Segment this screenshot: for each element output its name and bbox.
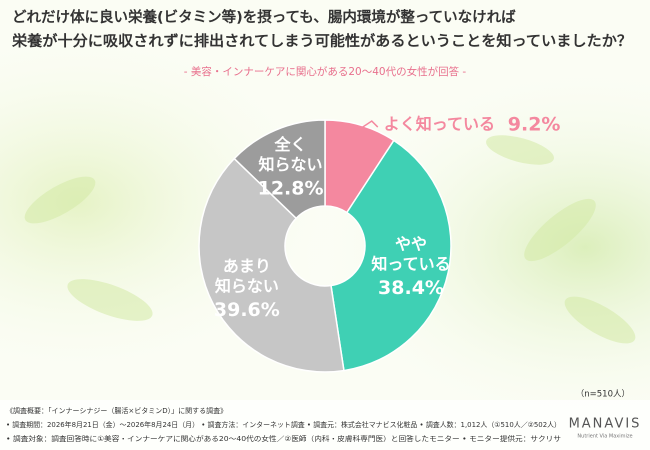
- title-line: 栄養が十分に吸収されずに排出されてしまう可能性があるということを知っていましたか…: [11, 32, 632, 50]
- leaves: [24, 135, 636, 344]
- category-label: よく知っている: [384, 115, 495, 134]
- logo-tagline: Nutrient Via Maximize: [577, 434, 632, 440]
- value-label: 39.6%: [214, 299, 280, 321]
- title-line: どれだけ体に良い栄養(ビタミン等)を摂っても、腸内環境が整っていなければ: [12, 8, 516, 26]
- logo: MANAVIS: [569, 417, 642, 432]
- footnote: • 調査対象：調査回答時に①美容・インナーケアに関心がある20～40代の女性／②…: [6, 434, 561, 443]
- category-label: 全く知らない: [259, 135, 323, 174]
- footer-band: [0, 400, 650, 450]
- value-label: 38.4%: [378, 277, 444, 299]
- slice: [330, 139, 452, 372]
- sample-note: （n=510人）: [576, 389, 630, 400]
- category-label: やや知っている: [371, 234, 450, 273]
- value-label: 12.8%: [258, 178, 324, 200]
- leader-line: [359, 120, 379, 130]
- subtitle: - 美容・インナーケアに関心がある20～40代の女性が回答 -: [184, 65, 467, 78]
- footnote: 《調査概要：「インナーシナジー（腸活×ビタミンD）」に関する調査》: [6, 406, 227, 415]
- footnote: • 調査期間：2026年8月21日（金）～2026年8月24日（月） • 調査方…: [6, 420, 561, 429]
- category-label: あまり知らない: [215, 256, 279, 295]
- slice: [233, 119, 326, 220]
- value-label: 9.2%: [508, 114, 561, 136]
- slice: [198, 157, 345, 373]
